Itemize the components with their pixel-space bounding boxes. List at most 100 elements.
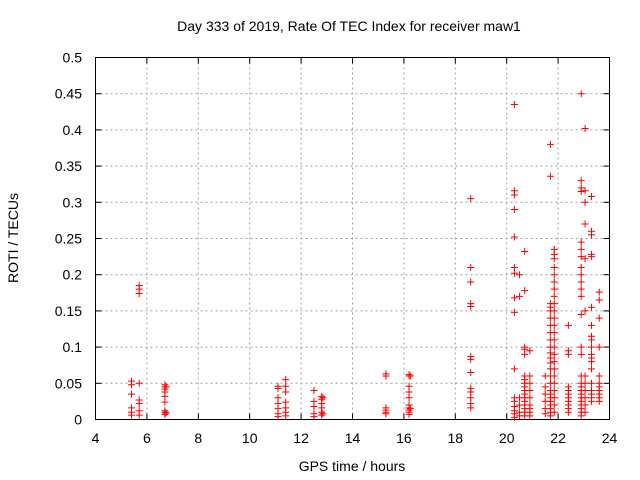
- data-point: [588, 336, 596, 344]
- data-point: [550, 372, 558, 380]
- data-point: [595, 397, 603, 405]
- data-point: [577, 90, 585, 98]
- y-tick-labels: 0 0.05 0.1 0.15 0.2 0.25 0.3 0.35 0.4 0.45 0.5: [55, 50, 82, 428]
- data-point: [516, 271, 524, 279]
- data-point: [588, 397, 596, 405]
- data-point: [550, 300, 558, 308]
- data-point: [526, 387, 534, 395]
- data-point: [550, 278, 558, 286]
- data-point: [526, 394, 534, 402]
- x-tick-label: 22: [550, 430, 566, 446]
- data-point: [274, 384, 282, 392]
- data-point: [550, 401, 558, 409]
- data-point: [581, 394, 589, 402]
- data-point: [467, 195, 475, 203]
- data-point: [135, 411, 143, 419]
- data-point: [282, 412, 290, 420]
- data-point: [510, 191, 518, 199]
- data-point: [546, 172, 554, 180]
- data-point: [581, 255, 589, 263]
- data-point: [550, 358, 558, 366]
- data-point: [550, 336, 558, 344]
- data-point: [510, 206, 518, 214]
- y-tick-label: 0.5: [63, 50, 83, 66]
- data-point: [577, 187, 585, 195]
- data-point: [282, 388, 290, 396]
- data-point: [546, 412, 554, 420]
- data-point: [577, 271, 585, 279]
- x-tick-label: 10: [242, 430, 258, 446]
- data-point: [274, 413, 282, 421]
- y-tick-label: 0.1: [63, 339, 83, 355]
- data-point: [577, 238, 585, 246]
- data-point: [467, 404, 475, 412]
- data-point: [550, 321, 558, 329]
- y-tick-label: 0.15: [55, 303, 82, 319]
- data-point: [550, 292, 558, 300]
- y-tick-label: 0: [74, 412, 82, 428]
- x-tick-label: 16: [396, 430, 412, 446]
- data-point: [577, 253, 585, 261]
- x-tick-label: 24: [602, 430, 618, 446]
- data-point: [581, 408, 589, 416]
- data-point: [510, 233, 518, 241]
- data-point: [550, 350, 558, 358]
- data-point: [550, 379, 558, 387]
- data-point: [541, 410, 549, 418]
- data-point: [406, 405, 414, 413]
- y-tick-label: 0.3: [63, 194, 83, 210]
- data-point: [577, 292, 585, 300]
- data-point: [405, 410, 413, 418]
- data-point: [595, 296, 603, 304]
- data-point: [577, 311, 585, 319]
- x-tick-label: 6: [143, 430, 151, 446]
- data-points: [127, 90, 603, 421]
- y-tick-label: 0.4: [63, 122, 83, 138]
- data-point: [510, 294, 518, 302]
- data-point: [467, 263, 475, 271]
- x-tick-label: 12: [293, 430, 309, 446]
- data-point: [161, 398, 169, 406]
- data-point: [588, 193, 596, 201]
- data-point: [510, 101, 518, 109]
- x-tick-label: 8: [194, 430, 202, 446]
- data-point: [467, 355, 475, 363]
- data-point: [550, 255, 558, 263]
- data-point: [135, 290, 143, 298]
- data-point: [550, 314, 558, 322]
- data-point: [588, 303, 596, 311]
- data-point: [577, 278, 585, 286]
- data-point: [550, 285, 558, 293]
- data-point: [135, 400, 143, 408]
- data-point: [526, 347, 534, 355]
- data-point: [161, 410, 169, 418]
- data-point: [318, 411, 326, 419]
- data-point: [467, 278, 475, 286]
- data-point: [521, 287, 529, 295]
- x-tick-labels: 4 6 8 10 12 14 16 18 20 22 24: [92, 430, 618, 446]
- data-point: [581, 198, 589, 206]
- data-point: [135, 379, 143, 387]
- data-point: [588, 365, 596, 373]
- data-point: [581, 372, 589, 380]
- x-tick-label: 20: [499, 430, 515, 446]
- data-point: [588, 231, 596, 239]
- data-point: [550, 387, 558, 395]
- data-point: [405, 394, 413, 402]
- data-point: [406, 372, 414, 380]
- data-point: [510, 269, 518, 277]
- data-point: [526, 379, 534, 387]
- data-point: [382, 410, 390, 418]
- data-point: [595, 314, 603, 322]
- data-point: [546, 140, 554, 148]
- data-point: [550, 263, 558, 271]
- data-point: [581, 124, 589, 132]
- data-point: [510, 365, 518, 373]
- data-point: [550, 271, 558, 279]
- data-point: [581, 379, 589, 387]
- data-point: [467, 303, 475, 311]
- data-point: [467, 368, 475, 376]
- data-point: [588, 321, 596, 329]
- data-point: [550, 343, 558, 351]
- data-point: [382, 372, 390, 380]
